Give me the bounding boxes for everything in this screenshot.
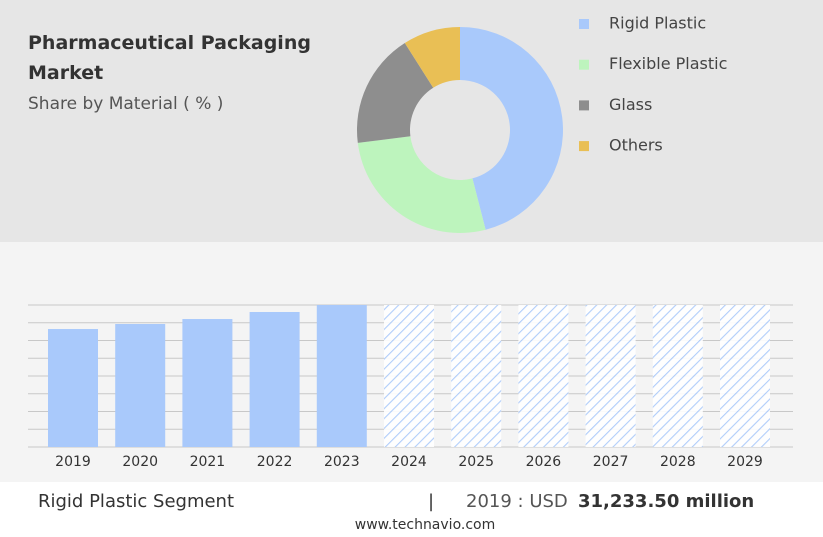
x-tick-label: 2026 (526, 454, 562, 470)
donut (356, 26, 563, 233)
legend-swatch (579, 19, 589, 29)
x-tick-label: 2023 (324, 454, 360, 470)
legend-swatch (579, 59, 589, 70)
separator: | (428, 491, 434, 512)
bar (249, 311, 300, 447)
segment-label: Rigid Plastic Segment (38, 491, 234, 512)
legend-swatch (579, 100, 589, 111)
bar-chart: 2019 2020 2021 2022 2023 2024 2025 2026 2027 2028… (28, 304, 793, 470)
pie-slice (357, 136, 486, 233)
value-prefix: 2019 : USD (466, 491, 568, 512)
highlight-value: 31,233.50 million (578, 491, 754, 512)
legend-label: Flexible Plastic (609, 54, 727, 73)
x-tick-label: 2020 (122, 454, 158, 470)
footer-panel (0, 482, 823, 533)
forecast-placeholder (652, 305, 703, 447)
pie-slice (460, 27, 563, 230)
pie-slice (404, 26, 460, 88)
bar (182, 319, 233, 447)
x-tick-label: 2027 (593, 454, 629, 470)
x-tick-label: 2028 (660, 454, 696, 470)
legend-label: Glass (609, 95, 652, 114)
forecast-placeholder (585, 305, 636, 447)
forecast-placeholder (384, 305, 434, 447)
x-tick-label: 2022 (257, 454, 293, 470)
legend-label: Rigid Plastic (609, 14, 706, 33)
x-tick-label: 2025 (458, 454, 494, 470)
forecast-placeholder (720, 305, 770, 447)
legend-swatch (579, 141, 589, 152)
source: www.technavio.com (355, 517, 496, 533)
legend: Rigid Plastic Flexible Plastic Glass Others (579, 14, 727, 155)
x-tick-label: 2024 (391, 454, 427, 470)
x-tick-label: 2019 (55, 454, 91, 470)
x-tick-label: 2021 (190, 454, 226, 470)
legend-label: Others (609, 136, 663, 155)
forecast-placeholder (451, 305, 502, 447)
x-tick-label: 2029 (727, 454, 763, 470)
chart-subtitle: Share by Material ( % ) (28, 94, 223, 114)
bar (316, 305, 367, 447)
bar (48, 329, 98, 447)
pie-slice (356, 43, 434, 143)
bar (115, 324, 166, 447)
forecast-placeholder (518, 305, 569, 447)
chart-title: Pharmaceutical Packaging Market (28, 32, 311, 84)
